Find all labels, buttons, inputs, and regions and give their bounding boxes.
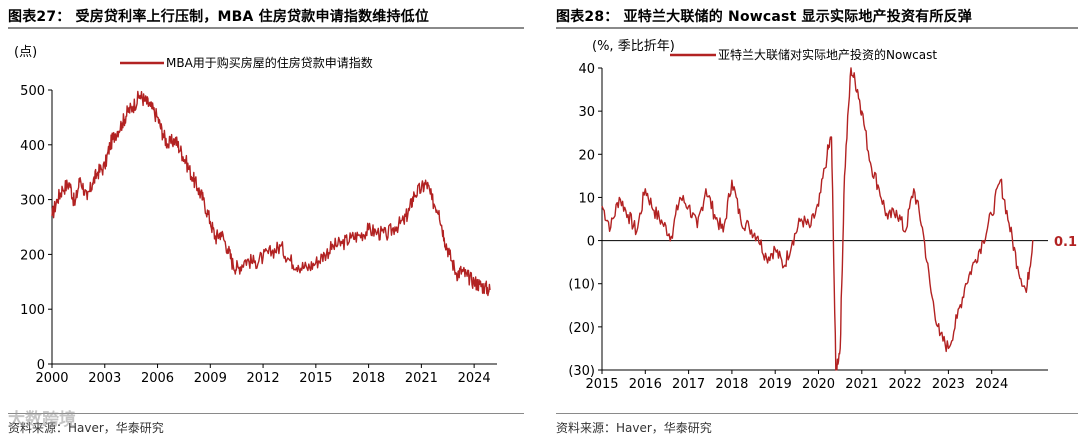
right-y-tick-label: (10) bbox=[568, 278, 595, 293]
left-x-tick-label: 2006 bbox=[141, 371, 174, 386]
right-source-note: 资料来源：Haver，华泰研究 bbox=[556, 421, 712, 435]
right-chart-svg: (%, 季比折年) 亚特兰大联储对实际地产投资的Nowcast (30) (20)… bbox=[568, 39, 1077, 392]
left-chart-title: 图表27： 受房贷利率上行压制，MBA 住房贷款申请指数维持低位 bbox=[8, 9, 430, 25]
right-footer-rule bbox=[556, 413, 1078, 414]
left-series-line bbox=[51, 90, 491, 297]
left-y-tick-label: 200 bbox=[20, 248, 45, 263]
left-x-tick-label: 2024 bbox=[458, 371, 491, 386]
right-x-tick-label: 2019 bbox=[759, 377, 792, 392]
left-y-tick-label: 100 bbox=[20, 303, 45, 318]
right-series-line bbox=[601, 67, 1034, 371]
right-y-tick-label: 20 bbox=[578, 148, 595, 163]
right-chart-title: 图表28： 亚特兰大联储的 Nowcast 显示实际地产投资有所反弹 bbox=[556, 9, 972, 25]
right-chart-panel: 图表28： 亚特兰大联储的 Nowcast 显示实际地产投资有所反弹 (%, 季… bbox=[548, 0, 1080, 441]
right-y-tick-label: 10 bbox=[578, 191, 595, 206]
right-title-rule bbox=[556, 27, 1078, 29]
left-y-tick-label: 0 bbox=[37, 358, 45, 373]
left-x-tick-label: 2000 bbox=[35, 371, 68, 386]
right-legend: 亚特兰大联储对实际地产投资的Nowcast bbox=[670, 47, 937, 62]
right-x-tick-label: 2017 bbox=[672, 377, 705, 392]
left-y-tick-label: 400 bbox=[20, 139, 45, 154]
right-x-tick-label: 2022 bbox=[889, 377, 922, 392]
left-x-tick-label: 2018 bbox=[352, 371, 385, 386]
right-x-tick-label: 2018 bbox=[715, 377, 748, 392]
watermark-logo: 大数跨境 bbox=[8, 410, 76, 430]
left-legend-label: MBA用于购买房屋的住房贷款申请指数 bbox=[166, 55, 373, 70]
left-chart-panel: 图表27： 受房贷利率上行压制，MBA 住房贷款申请指数维持低位 (点) MBA… bbox=[8, 9, 524, 435]
left-y-tick-label: 300 bbox=[20, 194, 45, 209]
left-chart-svg: (点) MBA用于购买房屋的住房贷款申请指数 0 100 200 300 400 500 2… bbox=[14, 45, 497, 386]
right-y-axis-unit-label: (%, 季比折年) bbox=[592, 39, 675, 54]
right-x-tick-label: 2020 bbox=[802, 377, 835, 392]
left-x-tick-label: 2003 bbox=[88, 371, 121, 386]
right-y-tick-label: (20) bbox=[568, 321, 595, 336]
right-x-tick-label: 2015 bbox=[585, 377, 618, 392]
right-y-tick-label: 40 bbox=[578, 62, 595, 77]
right-y-tick-label: 30 bbox=[578, 105, 595, 120]
left-title-rule bbox=[8, 27, 524, 29]
right-legend-label: 亚特兰大联储对实际地产投资的Nowcast bbox=[718, 47, 937, 62]
right-end-value-label: 0.1 bbox=[1054, 235, 1077, 250]
left-x-tick-label: 2009 bbox=[194, 371, 227, 386]
left-source-note: 资料来源：Haver，华泰研究 bbox=[8, 421, 164, 435]
left-y-tick-label: 500 bbox=[20, 84, 45, 99]
right-x-tick-label: 2023 bbox=[932, 377, 965, 392]
left-x-tick-label: 2015 bbox=[299, 371, 332, 386]
right-x-tick-label: 2016 bbox=[629, 377, 662, 392]
right-x-tick-label: 2024 bbox=[975, 377, 1008, 392]
left-x-tick-label: 2012 bbox=[247, 371, 280, 386]
left-legend: MBA用于购买房屋的住房贷款申请指数 bbox=[120, 55, 373, 70]
left-x-tick-label: 2021 bbox=[405, 371, 438, 386]
right-x-tick-label: 2021 bbox=[845, 377, 878, 392]
right-y-tick-label: 0 bbox=[587, 235, 595, 250]
right-y-tick-label: (30) bbox=[568, 364, 595, 379]
left-y-axis-unit-label: (点) bbox=[14, 45, 37, 60]
left-footer-rule bbox=[8, 413, 524, 414]
